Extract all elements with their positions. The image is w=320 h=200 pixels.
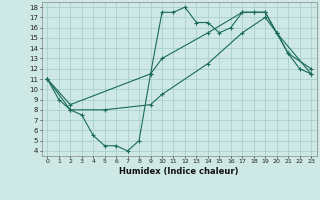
X-axis label: Humidex (Indice chaleur): Humidex (Indice chaleur) [119,167,239,176]
